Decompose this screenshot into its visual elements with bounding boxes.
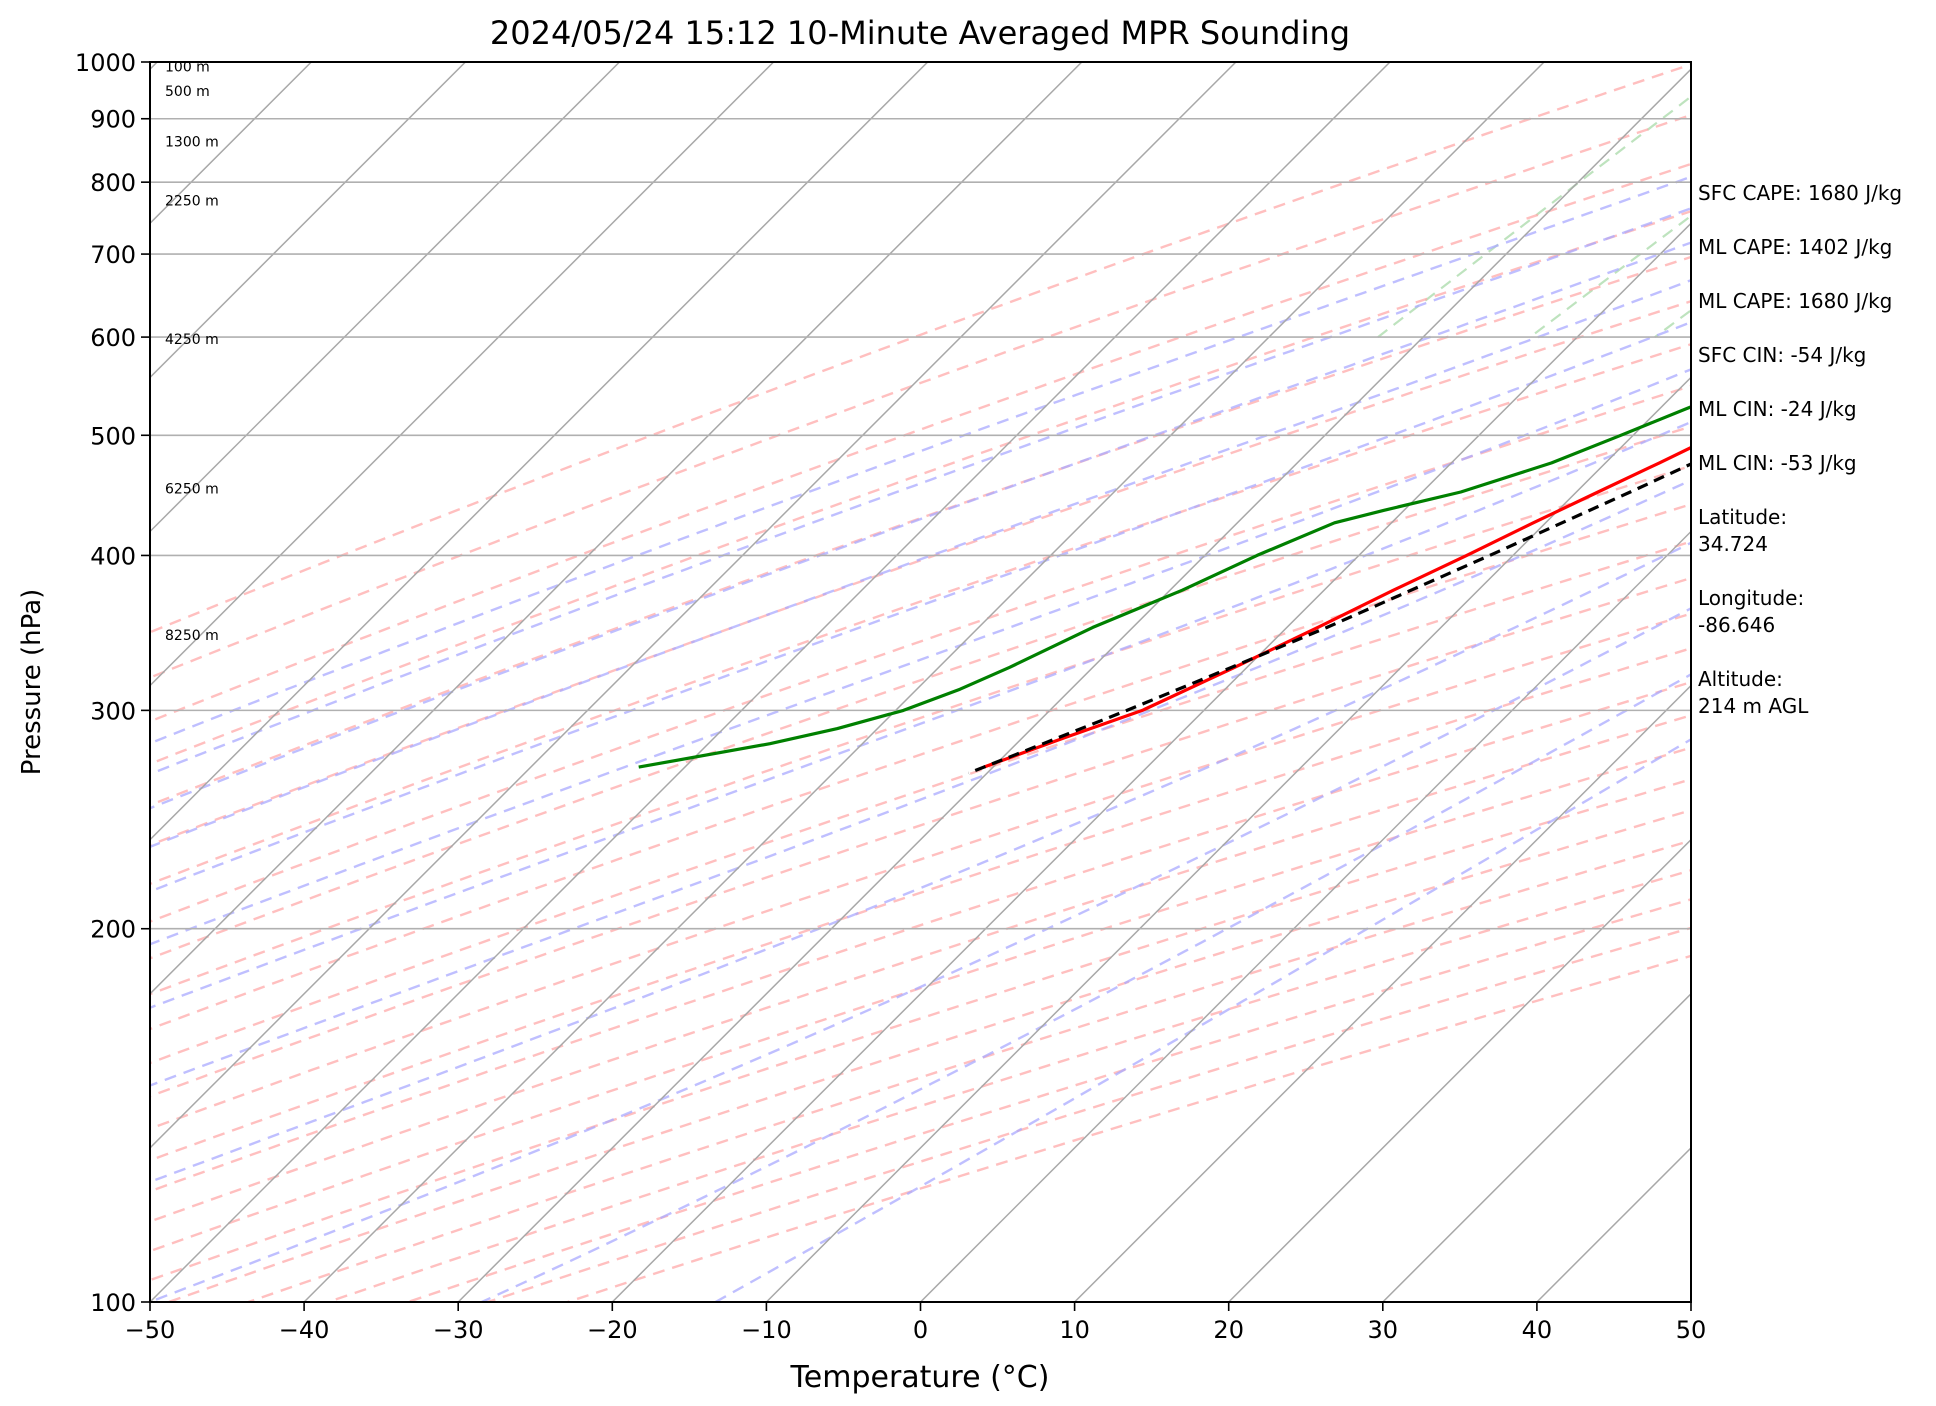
moist-adiabat: [150, 368, 1691, 946]
y-tick-label: 1000: [75, 49, 136, 77]
y-axis-label: Pressure (hPa): [17, 589, 47, 776]
x-tick-label: 20: [1213, 1316, 1244, 1344]
parcel-profile: [968, 462, 1691, 775]
height-labels: 8250 m 6250 m 4250 m 2250 m 1300 m 500 m 100 m: [165, 59, 219, 644]
moist-adiabat: [481, 673, 1691, 1302]
isotherm-line: [150, 62, 775, 687]
info-altitude: Altitude: 214 m AGL: [1698, 667, 1809, 718]
isotherm-line: [457, 68, 1691, 1302]
info-ml-cin-2: ML CIN: -53 J/kg: [1698, 451, 1857, 475]
mixing-ratio-lines: [1377, 95, 1691, 338]
info-ml-cin: ML CIN: -24 J/kg: [1698, 397, 1857, 421]
height-label: 6250 m: [165, 481, 219, 497]
isotherm-line: [1228, 838, 1691, 1302]
moist-adiabats: [150, 175, 1691, 1302]
moist-adiabat: [150, 606, 1691, 1302]
isotherm-line: [150, 62, 1083, 995]
y-axis: 100 200 300 400 500 600 700 800 900 1000: [75, 49, 150, 1317]
sounding-profiles: [638, 405, 1691, 775]
dry-adiabat: [150, 113, 1691, 679]
info-ml-cape-2: ML CAPE: 1680 J/kg: [1698, 289, 1893, 313]
y-tick-label: 600: [90, 324, 136, 352]
info-latitude: Latitude: 34.724: [1698, 505, 1788, 556]
dry-adiabat: [150, 647, 1691, 1162]
dry-adiabat: [150, 714, 1691, 1223]
y-tick-label: 300: [90, 697, 136, 725]
info-ml-cape: ML CAPE: 1402 J/kg: [1698, 235, 1893, 259]
y-tick-label: 400: [90, 542, 136, 570]
isotherm-line: [1074, 684, 1691, 1302]
dry-adiabats: [150, 63, 1691, 1302]
isobars: [150, 117, 1691, 930]
dry-adiabat: [150, 162, 1691, 723]
dry-adiabat: [248, 839, 1691, 1302]
isotherm-line: [150, 62, 1237, 1149]
y-tick-label: 800: [90, 169, 136, 197]
moist-adiabat: [150, 420, 1691, 1010]
isotherm-line: [150, 62, 929, 841]
height-label: 8250 m: [165, 628, 219, 644]
mixing-ratio-line: [1377, 95, 1691, 338]
isotherm-line: [150, 62, 621, 533]
isotherm-line: [0, 62, 3, 1302]
x-axis-label: Temperature (°C): [790, 1360, 1050, 1395]
height-label: 1300 m: [165, 134, 219, 150]
x-tick-label: 40: [1522, 1316, 1553, 1344]
isotherm-line: [611, 222, 1691, 1302]
y-tick-label: 100: [90, 1289, 136, 1317]
moist-adiabat: [714, 738, 1691, 1302]
dry-adiabat: [150, 746, 1691, 1253]
y-tick-label: 200: [90, 916, 136, 944]
dry-adiabat: [327, 869, 1691, 1302]
isotherm-line: [765, 376, 1691, 1302]
moist-adiabat: [150, 541, 1691, 1184]
y-tick-label: 500: [90, 422, 136, 450]
sounding-info-panel: SFC CAPE: 1680 J/kg ML CAPE: 1402 J/kg M…: [1698, 180, 1928, 747]
dewpoint-profile: [638, 405, 1691, 769]
height-label: 500 m: [165, 84, 210, 100]
y-tick-label: 900: [90, 106, 136, 134]
info-sfc-cape: SFC CAPE: 1680 J/kg: [1698, 181, 1903, 205]
dry-adiabat: [407, 898, 1691, 1302]
dry-adiabat: [150, 425, 1691, 960]
height-label: 2250 m: [165, 194, 219, 210]
x-axis: −50 −40 −30 −20 −10 0 10 20 30 40 50: [125, 1302, 1707, 1344]
moist-adiabat: [150, 478, 1691, 1087]
dry-adiabat: [150, 612, 1691, 1130]
isotherm-line: [919, 530, 1691, 1302]
x-tick-label: −40: [279, 1316, 330, 1344]
height-label: 100 m: [165, 59, 210, 75]
moist-adiabat: [150, 278, 1691, 849]
x-tick-label: 30: [1368, 1316, 1399, 1344]
x-tick-label: 50: [1676, 1316, 1707, 1344]
isotherm-line: [303, 62, 1545, 1302]
isotherms: [0, 62, 1691, 1302]
dry-adiabat: [567, 954, 1691, 1302]
info-longitude: Longitude: -86.646: [1698, 586, 1805, 637]
isotherm-line: [150, 62, 466, 379]
x-tick-label: 0: [913, 1316, 928, 1344]
dry-adiabat: [150, 342, 1691, 886]
isotherm-line: [150, 62, 1391, 1302]
x-tick-label: 10: [1059, 1316, 1090, 1344]
chart-title: 2024/05/24 15:12 10-Minute Averaged MPR …: [490, 14, 1350, 52]
mixing-ratio-line: [1529, 214, 1691, 338]
moist-adiabat: [150, 207, 1691, 776]
x-tick-label: −20: [587, 1316, 638, 1344]
x-tick-label: −50: [125, 1316, 176, 1344]
x-tick-label: −10: [741, 1316, 792, 1344]
height-label: 4250 m: [165, 332, 219, 348]
temperature-profile: [983, 445, 1691, 769]
moist-adiabat: [150, 241, 1691, 810]
info-sfc-cin: SFC CIN: -54 J/kg: [1698, 343, 1867, 367]
dry-adiabat: [150, 464, 1691, 996]
dry-adiabat: [150, 63, 1691, 634]
plot-background: [150, 62, 1691, 1302]
x-tick-label: −30: [433, 1316, 484, 1344]
dry-adiabat: [150, 384, 1691, 923]
isotherm-line: [1382, 992, 1691, 1302]
y-tick-label: 700: [90, 241, 136, 269]
dry-adiabat: [150, 576, 1691, 1098]
